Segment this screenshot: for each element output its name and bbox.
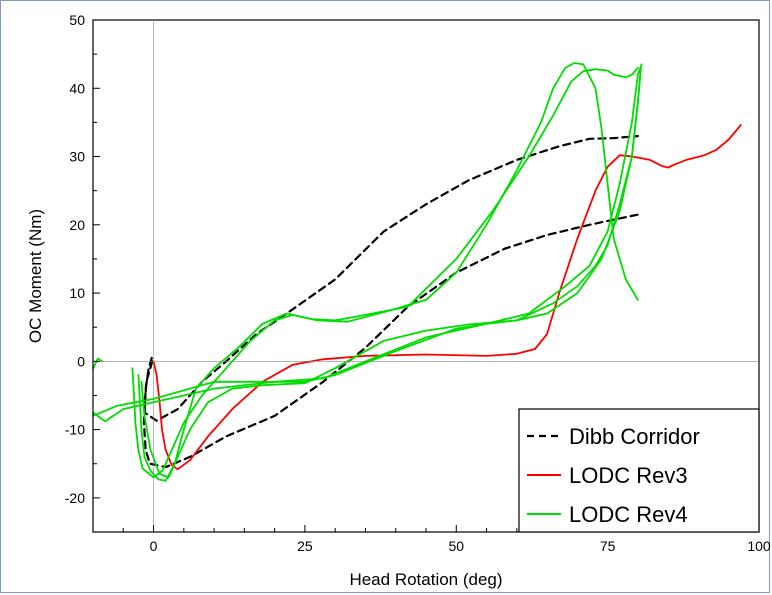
legend-box	[518, 408, 760, 533]
y-tick-label: 50	[69, 12, 85, 28]
x-tick-label: 75	[600, 538, 616, 554]
series-line-lodc-rev4	[137, 66, 639, 482]
y-tick-label: 0	[77, 353, 85, 369]
series-layer	[92, 62, 742, 482]
legend-label-lodc-rev3: LODC Rev3	[569, 463, 688, 488]
y-tick-label: -20	[65, 490, 85, 506]
x-tick-label: 0	[150, 538, 158, 554]
series-line-lodc-rev4	[92, 357, 103, 370]
series-line-lodc-rev3	[152, 124, 742, 471]
x-axis-title: Head Rotation (deg)	[349, 570, 502, 589]
series-line-dibb-corridor	[143, 135, 640, 422]
x-tick-label: 25	[297, 538, 313, 554]
y-tick-label: -10	[65, 422, 85, 438]
x-tick-label: 100	[747, 538, 771, 554]
y-tick-label: 30	[69, 149, 85, 165]
legend-label-dibb-corridor: Dibb Corridor	[569, 424, 700, 449]
ticks-layer: -20 -10 0 10 20 30 40 50 0 25 50 75 100	[65, 12, 771, 554]
series-line-lodc-rev4	[140, 73, 642, 479]
y-tick-label: 10	[69, 285, 85, 301]
series-line-lodc-rev4	[92, 66, 642, 423]
y-tick-label: 40	[69, 80, 85, 96]
legend-label-lodc-rev4: LODC Rev4	[569, 502, 688, 527]
y-axis-title: OC Moment (Nm)	[26, 209, 45, 343]
legend: Dibb Corridor LODC Rev3 LODC Rev4	[518, 408, 760, 533]
x-tick-label: 50	[448, 538, 464, 554]
y-tick-label: 20	[69, 217, 85, 233]
